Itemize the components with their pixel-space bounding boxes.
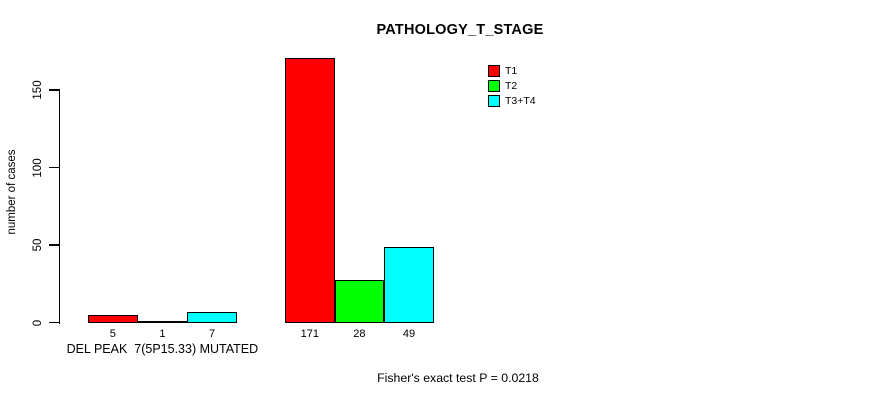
legend-item-label: T1 xyxy=(505,64,518,77)
bar-value-label: 171 xyxy=(300,327,319,340)
bar-t3-t4 xyxy=(384,246,434,323)
legend-item-label: T3+T4 xyxy=(505,94,536,107)
bar-value-label: 1 xyxy=(159,327,166,340)
category-label: DEL PEAK 7(5P15.33) MUTATED xyxy=(66,342,259,356)
y-axis-line xyxy=(58,90,61,324)
y-axis-tick-label: 150 xyxy=(32,80,44,100)
chart-title: PATHOLOGY_T_STAGE xyxy=(376,22,544,38)
y-axis-tick xyxy=(49,321,60,324)
bar-t2 xyxy=(137,320,188,323)
legend-item: T1 xyxy=(488,63,536,78)
bar-value-label: 49 xyxy=(402,327,416,340)
legend-swatch xyxy=(488,64,500,77)
fisher-test-annotation: Fisher's exact test P = 0.0218 xyxy=(377,371,539,385)
bar-value-label: 5 xyxy=(109,327,116,340)
y-axis-label: number of cases xyxy=(6,149,18,235)
bar-t1 xyxy=(285,57,335,323)
legend-item: T3+T4 xyxy=(488,93,536,108)
y-axis-tick-label: 0 xyxy=(32,319,44,326)
legend-swatch xyxy=(488,94,500,107)
bar-t3-t4 xyxy=(187,311,237,323)
y-axis-tick xyxy=(49,166,60,169)
legend: T1 T2 T3+T4 xyxy=(488,63,536,108)
bar-t1 xyxy=(88,314,138,323)
y-axis-tick xyxy=(49,89,60,91)
bar-value-label: 7 xyxy=(208,327,216,340)
legend-swatch xyxy=(488,79,500,92)
bar-value-label: 28 xyxy=(353,327,366,340)
y-axis-tick xyxy=(49,244,60,246)
legend-item: T2 xyxy=(488,78,536,93)
y-axis-tick-label: 50 xyxy=(32,238,44,252)
y-axis-tick-label: 100 xyxy=(32,157,44,178)
legend-item-label: T2 xyxy=(505,79,518,92)
bar-t2 xyxy=(334,279,385,323)
